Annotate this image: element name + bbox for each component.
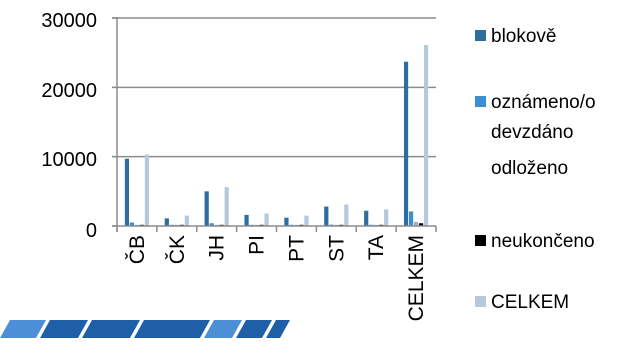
bar [224,187,229,226]
legend-label-celkem: CELKEM [491,292,569,313]
bar [403,61,409,227]
bar [304,215,309,226]
x-tick-label: CELKEM [405,235,428,321]
bar [204,191,209,226]
bar [164,218,169,226]
bar [423,45,429,226]
decorative-stripe-segment [82,320,140,338]
legend-swatch-neukonceno [475,235,486,246]
x-tick-label: ČB [126,235,149,264]
legend-label-blokove: blokově [491,26,557,47]
y-tick-label: 0 [86,220,97,242]
bars [124,45,429,227]
bar [384,209,389,226]
y-tick-label: 30000 [41,10,97,32]
x-tick-label: PI [246,235,269,255]
bar [244,214,249,226]
bar [184,215,189,226]
x-tick-label: ST [325,235,348,262]
bar [144,154,150,226]
y-tick-label: 10000 [41,149,97,171]
y-axis-ticks: 0 10000 20000 30000 [41,10,97,242]
axes [112,17,437,232]
x-tick-label: JH [206,235,229,261]
bar [408,211,414,226]
legend-label-odlozeno: odloženo [491,158,568,179]
bar [284,217,289,226]
bar [129,222,135,226]
bar [413,221,419,226]
legend-label-neukonceno: neukončeno [491,231,595,252]
legend-label-oznameno-line1: oznámeno/o [491,92,596,113]
legend-swatch-blokove [475,30,486,41]
x-axis-categories: ČB ČK JH PI PT ST TA CELKEM [126,235,428,322]
x-tick-label: PT [285,235,308,262]
legend-swatch-celkem [475,296,486,307]
decorative-stripe-segment [40,320,88,338]
legend: blokově oznámeno/o devzdáno odloženo neu… [475,26,596,313]
decorative-stripe-segment [204,320,242,338]
legend-swatch-oznameno [475,96,486,107]
decorative-stripe-segment [266,320,290,338]
gridlines [112,17,436,158]
legend-label-oznameno-line2: devzdáno [491,122,573,143]
x-tick-label: TA [365,235,388,260]
bar [264,213,269,226]
decorative-stripe-segment [0,320,46,338]
bar [209,223,214,226]
decorative-stripe-segment [236,320,272,338]
bar [364,210,369,226]
decorative-stripe [0,320,290,338]
bar [324,206,329,226]
decorative-stripe-segment [134,320,210,338]
y-tick-label: 20000 [41,80,97,102]
bar [418,223,424,226]
bar [124,158,130,226]
bar [344,204,349,226]
x-tick-label: ČK [166,235,189,264]
